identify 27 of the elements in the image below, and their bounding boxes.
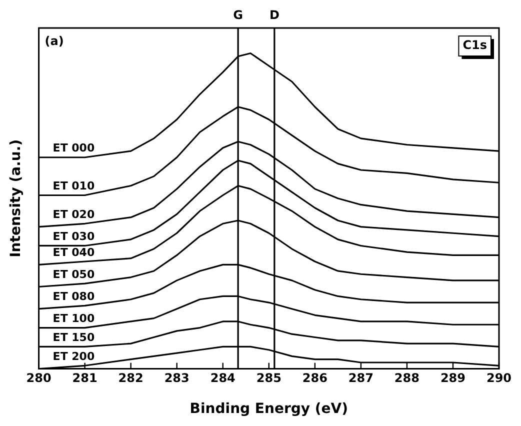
series-label: ET 030 [52,230,95,244]
x-tick-label: 282 [118,371,144,386]
series-label: ET 020 [52,208,95,222]
text: C1s [462,38,488,52]
series-label: ET 150 [52,331,95,344]
x-tick-label: 290 [486,371,512,386]
x-tick-label: 284 [210,371,236,386]
x-tick-label: 280 [26,371,52,386]
x-tick-label: 287 [348,371,374,386]
series-label: ET 200 [52,350,95,364]
x-tick-label: 286 [302,371,328,386]
series-label: ET 050 [52,268,95,281]
series-label: ET 100 [52,312,95,326]
ref-line-label: G [233,8,243,22]
series-label: ET 040 [52,246,95,259]
x-tick-label: 285 [256,371,282,386]
series-label: ET 080 [52,290,95,304]
x-tick-label: 283 [164,371,190,386]
x-tick-label: 281 [72,371,98,386]
x-axis-title: Binding Energy (eV) [190,401,348,418]
series-label: ET 010 [52,180,95,193]
series-label: ET 000 [52,142,95,155]
text: (a) [44,34,64,48]
x-tick-label: 288 [394,371,420,386]
ref-line-label: D [269,8,280,22]
x-tick-label: 289 [440,371,466,386]
y-axis-title: Intensity (a.u.) [8,139,24,258]
